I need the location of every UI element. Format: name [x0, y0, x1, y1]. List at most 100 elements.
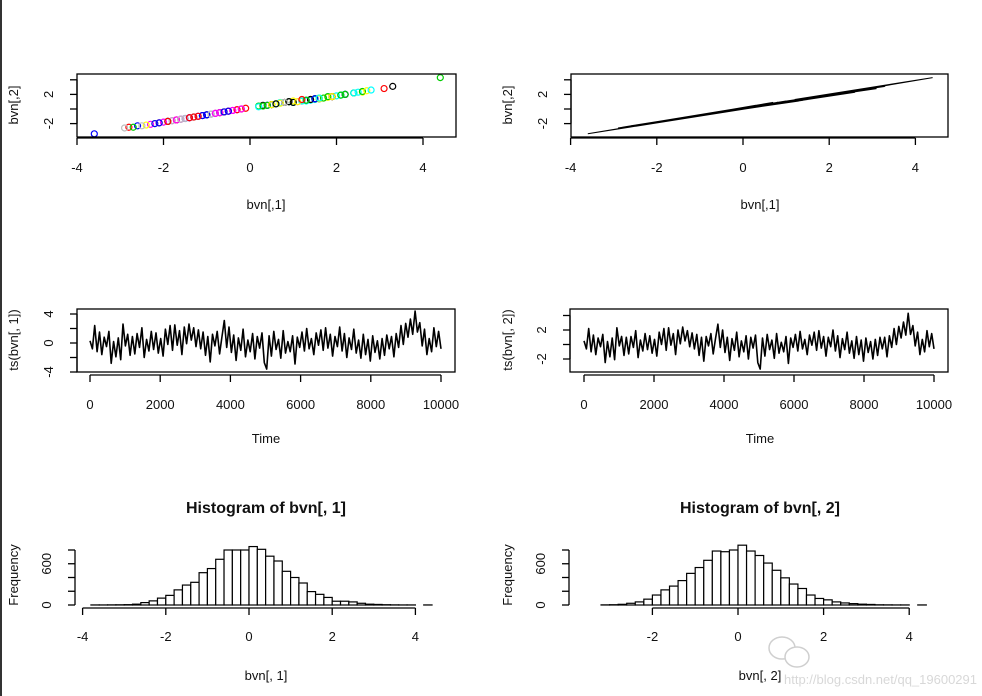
- path-line: [587, 77, 933, 135]
- ts1-y-tick-label: 4: [41, 310, 56, 317]
- scatter-point: [311, 95, 319, 103]
- scatter-ylabel: bvn[,2]: [6, 85, 21, 124]
- scatter-point: [190, 113, 198, 121]
- hist1-ylabel: Frequency: [6, 544, 21, 606]
- hist1-bar: [198, 572, 209, 606]
- scatter-point: [159, 118, 168, 126]
- hist2-bar: [651, 594, 662, 606]
- scatter-point: [207, 110, 215, 118]
- hist2-bar: [737, 544, 748, 606]
- ts2-xlabel: Time: [746, 431, 774, 446]
- hist1-bar: [248, 545, 258, 606]
- hist1-bar: [240, 549, 250, 606]
- hist2-bar: [797, 587, 808, 606]
- scatter-point: [185, 114, 194, 122]
- scatter-point: [272, 100, 280, 108]
- ts2-y-tick-label: 2: [534, 326, 549, 333]
- hist2-bar: [694, 566, 705, 606]
- scatter-point: [229, 106, 237, 115]
- hist2-bar: [788, 583, 799, 606]
- hist1-x-tick-label: 2: [329, 629, 336, 644]
- ts1-x-tick-label: 6000: [286, 397, 315, 412]
- hist2-bar: [840, 602, 850, 606]
- hist2-ylabel: Frequency: [500, 544, 515, 606]
- scatter-point: [268, 101, 276, 109]
- scatter-point: [133, 122, 142, 130]
- ts2-ylabel: ts(bvn[, 2]): [500, 309, 515, 370]
- hist1-bar: [206, 567, 217, 606]
- ts1-ylabel: ts(bvn[, 1]): [6, 309, 21, 370]
- hist1-bar: [339, 600, 350, 606]
- scatter-point: [276, 99, 284, 107]
- hist1-y-tick-label: 600: [39, 553, 54, 575]
- hist2-bar: [857, 603, 868, 606]
- hist2-bar: [626, 602, 636, 606]
- hist2-bar: [617, 603, 628, 606]
- path-x-tick-label: 4: [912, 160, 919, 175]
- hist1-bar: [306, 590, 317, 606]
- hist1-bar: [190, 581, 200, 606]
- hist1-bar: [364, 603, 375, 606]
- hist1-bar: [298, 582, 308, 606]
- hist1-x-tick-label: -2: [160, 629, 172, 644]
- hist2-bar: [728, 549, 739, 606]
- scatter-point: [337, 91, 345, 99]
- hist2-bar: [831, 601, 842, 606]
- scatter-point: [289, 98, 297, 107]
- scatter-x-tick-label: 0: [246, 160, 253, 175]
- ts2-plot-box: [569, 308, 949, 373]
- scatter-point: [332, 92, 341, 100]
- hist2-x-tick-label: 2: [820, 629, 827, 644]
- scatter-point: [358, 87, 367, 96]
- ts2-x-tick-label: 4000: [710, 397, 739, 412]
- scatter-point: [138, 122, 146, 130]
- scatter-point: [151, 119, 159, 128]
- ts2-x-tick-label: 2000: [640, 397, 669, 412]
- hist1-bar: [156, 597, 167, 606]
- ts2-x-tick-label: 8000: [850, 397, 879, 412]
- hist1-bar: [373, 603, 383, 606]
- ts1-x-tick-label: 10000: [423, 397, 459, 412]
- hist2-bar: [711, 550, 722, 606]
- hist1-bar: [265, 555, 275, 606]
- hist2-x-tick-label: 0: [734, 629, 741, 644]
- hist1-bar: [173, 589, 184, 606]
- ts2-x-tick-label: 10000: [916, 397, 952, 412]
- scatter-point: [120, 124, 129, 132]
- scatter-point: [125, 123, 133, 131]
- hist1-bar: [331, 600, 342, 606]
- hist1-y-tick-label: 0: [39, 601, 54, 608]
- hist1-xlabel: bvn[, 1]: [245, 668, 288, 683]
- scatter-point: [220, 108, 228, 116]
- ts1-xlabel: Time: [252, 431, 280, 446]
- hist2-bar: [745, 550, 756, 606]
- hist1-x-tick-label: 0: [245, 629, 252, 644]
- scatter-point: [203, 111, 211, 119]
- hist2-bar: [805, 594, 816, 606]
- scatter-point: [328, 92, 336, 101]
- scatter-plot-box: [76, 73, 457, 138]
- hist2-bar: [634, 601, 645, 606]
- hist1-bar: [323, 596, 333, 606]
- hist2-bar: [643, 598, 654, 606]
- scatter-point: [363, 87, 371, 95]
- scatter-x-tick-label: 2: [333, 160, 340, 175]
- path-x-tick-label: -2: [651, 160, 663, 175]
- ts1-x-tick-label: 8000: [356, 397, 385, 412]
- path-xlabel: bvn[,1]: [740, 197, 779, 212]
- hist2-xlabel: bvn[, 2]: [739, 668, 782, 683]
- scatter-y-tick-label: 2: [41, 91, 56, 98]
- hist1-bar: [148, 600, 159, 606]
- scatter-x-tick-label: -2: [158, 160, 170, 175]
- hist2-bar: [754, 554, 765, 606]
- hist2-bar: [822, 599, 833, 606]
- scatter-point: [146, 120, 155, 128]
- scatter-point: [341, 90, 349, 99]
- scatter-point: [177, 115, 185, 123]
- window-border: [0, 0, 2, 696]
- hist2-bar: [814, 597, 825, 606]
- hist1-bar: [348, 601, 358, 606]
- hist2-x-tick-label: -2: [647, 629, 659, 644]
- hist1-bar: [290, 576, 300, 606]
